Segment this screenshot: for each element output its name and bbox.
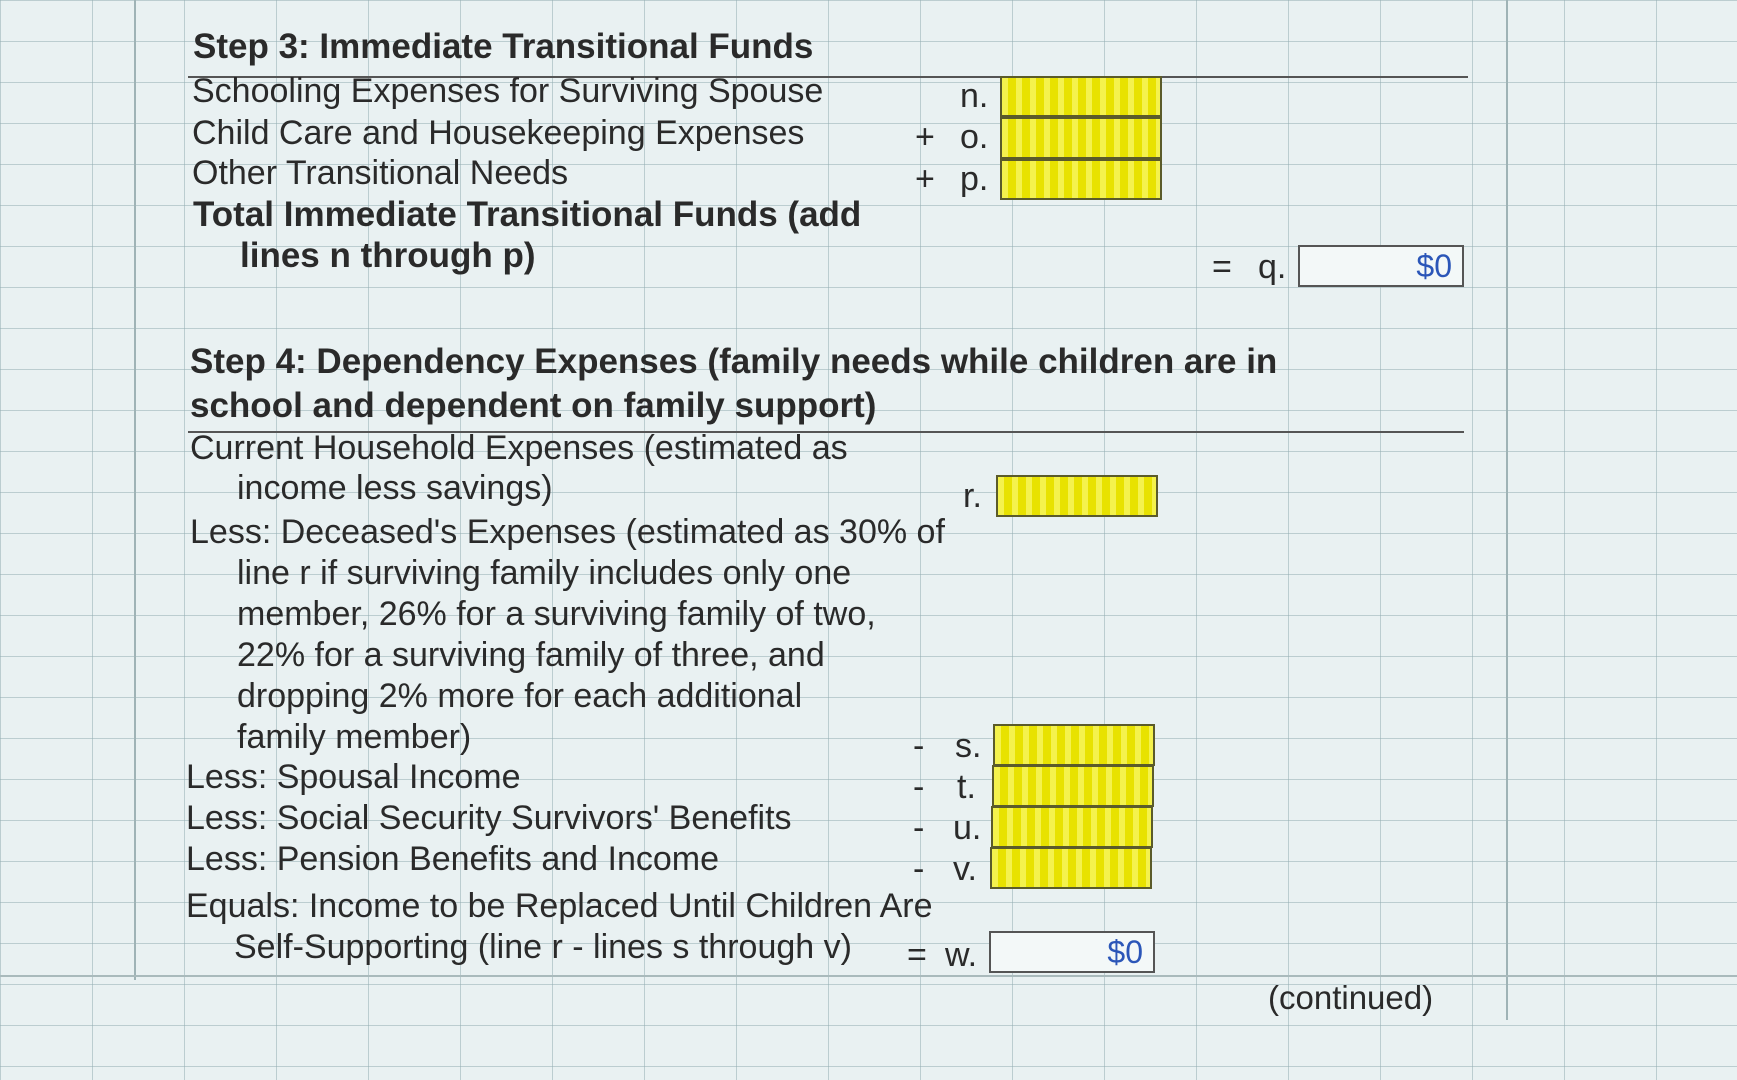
step4-row-u-letter: u. [953,809,982,847]
step4-heading-rule [188,431,1464,433]
step4-row-t-label: Less: Spousal Income [186,758,521,796]
step4-equals-label-1: Equals: Income to be Replaced Until Chil… [186,887,933,925]
input-cell-u[interactable] [991,806,1153,848]
step3-row-p-label: Other Transitional Needs [192,154,569,192]
step4-s-label-line-2: line r if surviving family includes only… [237,554,852,592]
step3-row-o-label: Child Care and Housekeeping Expenses [192,114,805,152]
step4-row-u-label: Less: Social Security Survivors' Benefit… [186,799,792,837]
input-cell-p[interactable] [1000,159,1162,200]
step4-s-label-line-3: member, 26% for a surviving family of tw… [237,595,876,633]
total-w-value: $0 [989,931,1155,973]
step3-row-n-label: Schooling Expenses for Surviving Spouse [192,72,824,110]
step4-row-v-op: - [913,850,925,888]
step4-s-label-line-6: family member) [237,718,472,756]
input-cell-s[interactable] [993,724,1155,766]
step4-s-op: - [913,727,925,765]
input-cell-o[interactable] [1000,117,1162,159]
sheet-bottom-line [0,975,1737,977]
step3-row-p-letter: p. [960,160,989,198]
input-cell-n[interactable] [1000,76,1162,117]
step3-heading-rule [188,76,1468,78]
step4-row-v-label: Less: Pension Benefits and Income [186,840,719,878]
step4-equals-op: = [907,936,927,974]
step3-row-o-letter: o. [960,118,989,156]
sheet-frame-right [1506,0,1508,1020]
step4-s-label-line-5: dropping 2% more for each additional [237,677,803,715]
step4-r-label-1: Current Household Expenses (estimated as [190,429,848,467]
step3-total-op: = [1212,248,1232,286]
step4-row-u-op: - [913,809,925,847]
continued-note: (continued) [1268,979,1434,1016]
step4-s-label-line-1: Less: Deceased's Expenses (estimated as … [190,513,945,551]
input-cell-r[interactable] [996,475,1158,517]
step4-row-t-letter: t. [957,768,976,806]
step4-heading-1: Step 4: Dependency Expenses (family need… [190,342,1278,381]
step3-row-o-op: + [915,118,935,156]
step3-total-label-2: lines n through p) [240,236,536,275]
input-cell-v[interactable] [990,847,1152,889]
total-q-value: $0 [1298,245,1464,287]
step3-row-p-op: + [915,160,935,198]
step3-total-letter: q. [1258,248,1287,286]
step4-s-letter: s. [955,727,982,765]
step4-row-v-letter: v. [953,850,977,888]
step3-row-n-letter: n. [960,77,989,115]
step3-heading: Step 3: Immediate Transitional Funds [193,27,814,66]
input-cell-t[interactable] [992,765,1154,807]
step4-row-t-op: - [913,768,925,806]
step4-equals-letter: w. [945,936,978,974]
step4-r-label-2: income less savings) [237,469,553,507]
step4-s-label-line-4: 22% for a surviving family of three, and [237,636,825,674]
step4-r-letter: r. [963,477,982,515]
step3-total-label-1: Total Immediate Transitional Funds (add [193,195,862,234]
sheet-frame-left [134,0,136,980]
step4-equals-label-2: Self-Supporting (line r - lines s throug… [234,928,852,966]
step4-heading-2: school and dependent on family support) [190,386,877,425]
